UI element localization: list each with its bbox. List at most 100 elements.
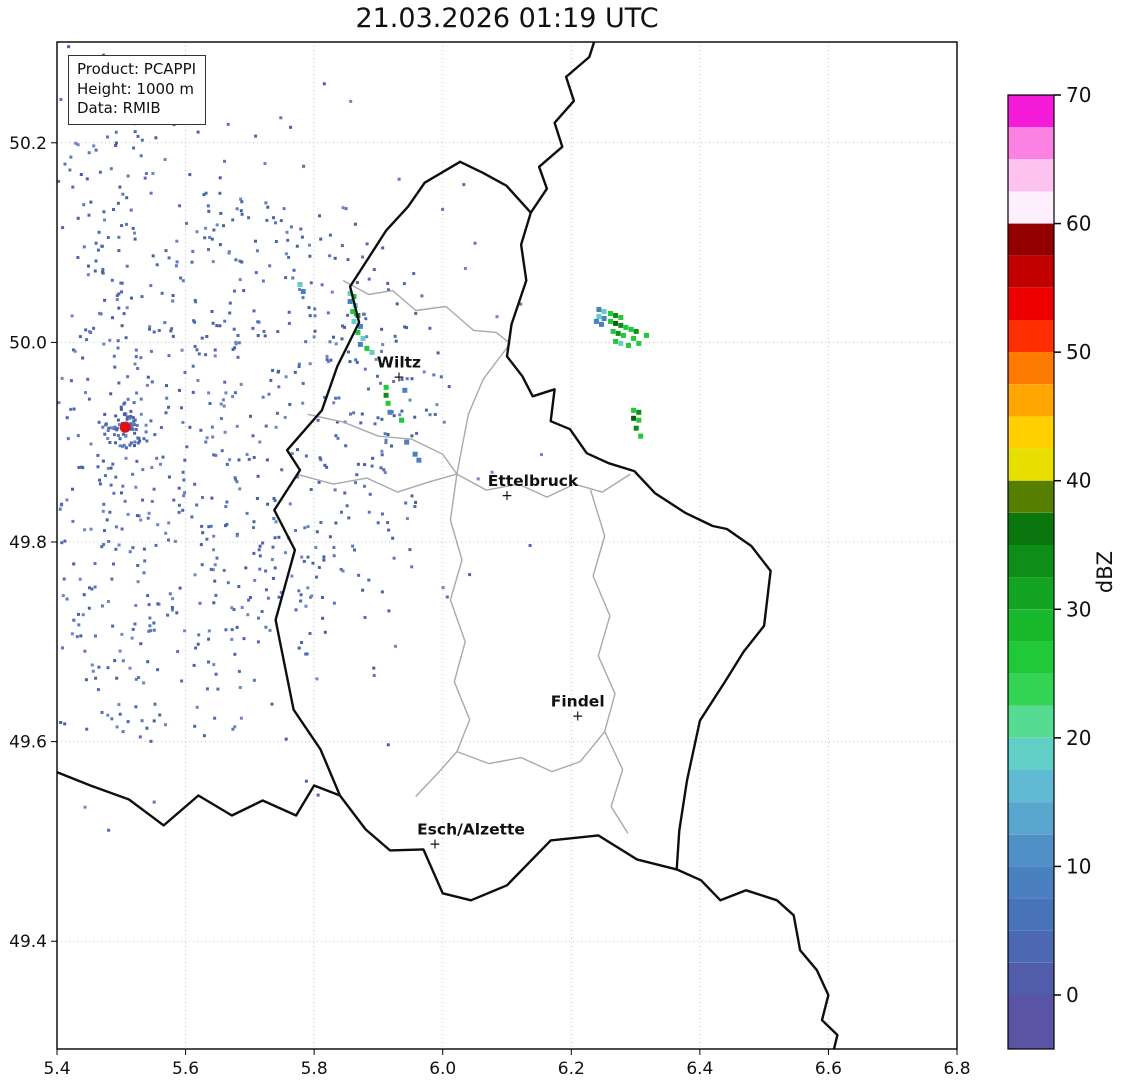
clutter-pixel — [233, 725, 237, 729]
clutter-pixel — [319, 458, 323, 462]
clutter-pixel — [140, 138, 144, 142]
clutter-pixel — [63, 162, 67, 166]
clutter-pixel — [106, 713, 110, 717]
echo-pixel — [596, 314, 602, 319]
clutter-pixel — [102, 502, 106, 506]
clutter-pixel — [146, 516, 150, 520]
clutter-pixel — [195, 348, 199, 352]
clutter-pixel — [297, 646, 301, 650]
clutter-pixel — [212, 663, 216, 667]
clutter-pixel — [76, 434, 80, 438]
clutter-pixel — [365, 242, 369, 246]
clutter-pixel — [287, 310, 291, 314]
colorbar-step — [1008, 480, 1054, 513]
clutter-pixel — [473, 241, 477, 245]
clutter-pixel — [113, 659, 117, 663]
clutter-pixel — [191, 249, 195, 253]
clutter-pixel — [402, 282, 406, 286]
clutter-pixel — [94, 241, 98, 245]
clutter-pixel — [91, 669, 95, 673]
clutter-pixel — [76, 216, 80, 220]
echo-pixel — [593, 318, 599, 324]
clutter-pixel — [226, 122, 230, 126]
clutter-pixel — [108, 441, 112, 444]
clutter-pixel — [149, 349, 153, 353]
clutter-pixel — [363, 463, 367, 467]
echo-pixel — [644, 332, 649, 338]
clutter-pixel — [365, 335, 369, 339]
clutter-pixel — [121, 659, 125, 663]
clutter-pixel — [75, 635, 79, 639]
clutter-pixel — [435, 403, 439, 407]
clutter-pixel — [190, 260, 194, 264]
clutter-pixel — [87, 151, 91, 155]
echo-pixel — [620, 332, 626, 338]
city-label: Ettelbruck — [488, 472, 579, 490]
clutter-pixel — [167, 354, 171, 358]
clutter-pixel — [386, 521, 390, 525]
clutter-pixel — [86, 273, 90, 277]
clutter-pixel — [119, 405, 123, 409]
clutter-pixel — [302, 164, 306, 168]
clutter-pixel — [235, 424, 239, 428]
clutter-pixel — [134, 705, 138, 709]
clutter-pixel — [120, 491, 123, 495]
clutter-pixel — [295, 244, 299, 248]
clutter-pixel — [132, 423, 136, 427]
clutter-pixel — [224, 391, 228, 395]
clutter-pixel — [293, 370, 297, 374]
clutter-pixel — [170, 608, 174, 612]
clutter-pixel — [188, 425, 192, 429]
clutter-pixel — [337, 396, 341, 400]
clutter-pixel — [61, 646, 64, 650]
clutter-pixel — [328, 535, 332, 539]
clutter-pixel — [135, 459, 139, 463]
clutter-pixel — [101, 271, 105, 275]
figure-title: 21.03.2026 01:19 UTC — [355, 3, 659, 34]
clutter-pixel — [304, 454, 308, 458]
clutter-pixel — [355, 473, 359, 477]
colorbar-tick-label: 50 — [1066, 340, 1091, 364]
clutter-pixel — [115, 294, 119, 297]
echo-pixel — [355, 329, 361, 335]
clutter-pixel — [110, 717, 114, 721]
echo-pixel — [387, 409, 393, 415]
clutter-layer — [57, 45, 543, 832]
clutter-pixel — [88, 330, 91, 334]
clutter-pixel — [220, 449, 224, 453]
clutter-pixel — [121, 192, 125, 196]
clutter-pixel — [277, 369, 281, 373]
clutter-pixel — [384, 441, 388, 445]
clutter-pixel — [322, 82, 326, 86]
colorbar-step — [1008, 930, 1054, 963]
clutter-pixel — [276, 330, 280, 334]
clutter-pixel — [207, 391, 211, 395]
clutter-pixel — [207, 209, 211, 213]
clutter-pixel — [81, 466, 85, 470]
clutter-pixel — [171, 299, 175, 303]
echo-pixel — [601, 309, 607, 314]
echo-pixel — [636, 417, 642, 423]
clutter-pixel — [398, 413, 402, 417]
echo-pixel — [399, 417, 405, 423]
clutter-pixel — [142, 681, 146, 685]
clutter-pixel — [94, 148, 98, 152]
clutter-pixel — [103, 432, 107, 436]
clutter-pixel — [114, 414, 118, 418]
country-borders — [57, 42, 839, 1049]
clutter-pixel — [313, 307, 317, 311]
clutter-pixel — [256, 320, 260, 324]
clutter-pixel — [415, 431, 419, 435]
clutter-pixel — [181, 279, 185, 283]
colorbar-tick-label: 0 — [1066, 983, 1079, 1007]
clutter-pixel — [345, 504, 349, 508]
clutter-pixel — [225, 500, 229, 504]
clutter-pixel — [362, 312, 365, 316]
clutter-pixel — [274, 240, 278, 243]
clutter-pixel — [414, 500, 418, 504]
x-tick-label: 6.6 — [815, 1059, 842, 1079]
clutter-pixel — [152, 487, 156, 491]
clutter-pixel — [290, 452, 294, 456]
clutter-pixel — [116, 346, 120, 350]
clutter-pixel — [132, 401, 136, 405]
